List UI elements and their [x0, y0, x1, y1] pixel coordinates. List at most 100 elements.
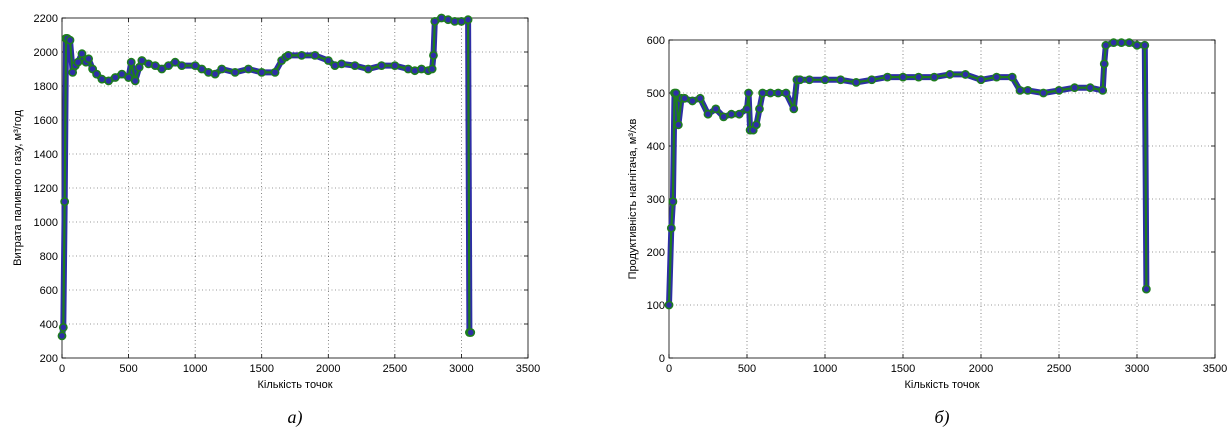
chart-a-data-point	[164, 61, 173, 70]
chart-b-series	[664, 38, 1151, 310]
chart-a-data-point	[58, 322, 68, 332]
chart-b-ticks: 0 500 1000 1500 2000 2500 3000 3500 0 100 200 300 40…	[647, 35, 1228, 375]
chart-a-data-point	[117, 69, 127, 79]
chart-a-data-point	[126, 57, 136, 67]
chart-b-data-point	[883, 72, 892, 82]
chart-a-data-point	[137, 56, 147, 65]
chart-b-xlabel: Кількість точок	[904, 379, 979, 391]
chart-a-ytick-label: 2200	[34, 13, 58, 25]
chart-a-xtick-label: 3000	[449, 363, 473, 375]
chart-b-data-point	[805, 75, 814, 85]
chart-a-caption: а)	[288, 407, 303, 428]
chart-a-xtick-label: 3500	[516, 363, 540, 375]
chart-b-data-point	[867, 75, 877, 85]
chart-b-data-point	[992, 72, 1001, 82]
chart-b-data-point	[1117, 38, 1126, 48]
chart-a-xtick-label: 1000	[183, 363, 207, 375]
chart-a-ytick-label: 200	[40, 353, 58, 365]
chart-b-xtick-label: 500	[738, 363, 756, 375]
chart-b-data-point	[1054, 85, 1064, 95]
chart-a-data-point	[130, 76, 140, 86]
chart-b-xtick-label: 0	[666, 363, 672, 375]
chart-a-data-point	[390, 61, 400, 70]
chart-b-data-point	[688, 96, 697, 106]
chart-b-data-point	[1141, 284, 1151, 294]
chart-a-data-point	[297, 51, 307, 60]
chart-a-data-point	[310, 51, 320, 60]
chart-b-data-point	[1098, 85, 1108, 95]
chart-b-data-point	[1109, 38, 1118, 48]
chart-b-data-point	[758, 88, 767, 98]
chart-a-data-point	[337, 59, 346, 69]
chart-b-data-point	[664, 300, 674, 310]
chart-a-data-point	[427, 64, 437, 74]
chart-a-ytick-label: 800	[40, 251, 58, 263]
chart-b: 0 500 1000 1500 2000 2500 3000 3500 0 100 200 300 40…	[627, 35, 1227, 428]
chart-b-caption: б)	[934, 407, 949, 428]
chart-b-ytick-label: 0	[659, 353, 665, 365]
chart-a-data-point	[157, 64, 167, 74]
chart-b-data-point	[961, 70, 970, 79]
chart-b-data-point	[929, 72, 939, 82]
chart-b-data-point	[914, 72, 923, 82]
chart-b-ytick-label: 200	[647, 247, 665, 259]
chart-b-data-point	[668, 197, 678, 207]
chart-b-ylabel: Продуктивність нагнітача, м³/хв	[627, 118, 639, 279]
chart-b-ytick-label: 400	[647, 141, 665, 153]
chart-a-data-point	[104, 76, 113, 86]
chart-a-data-point	[60, 197, 70, 206]
chart-a-data-point	[323, 56, 333, 65]
chart-b-data-point	[671, 88, 681, 98]
chart-b-data-point	[781, 88, 791, 98]
chart-a-data-point	[110, 73, 120, 82]
chart-a-data-point	[466, 328, 476, 337]
chart-b-ytick-label: 500	[647, 88, 665, 100]
chart-b-data-point	[1099, 59, 1109, 69]
chart-a-ytick-label: 1800	[34, 81, 58, 93]
chart-a-data-point	[170, 57, 180, 67]
chart-a-ytick-label: 1200	[34, 183, 58, 195]
chart-a-data-point	[92, 69, 102, 79]
chart-b-data-point	[789, 104, 799, 114]
chart-a-data-point	[429, 51, 438, 60]
chart-a-data-point	[177, 61, 187, 70]
chart-b-data-point	[766, 88, 775, 98]
chart-b-data-point	[836, 75, 845, 85]
chart-b-data-point	[695, 93, 705, 103]
chart-a-xlabel: Кількість точок	[257, 379, 332, 391]
chart-b-ytick-label: 100	[647, 300, 665, 312]
chart-b-data-point	[1039, 88, 1048, 98]
chart-b-ytick-label: 300	[647, 194, 665, 206]
chart-a-xtick-label: 500	[119, 363, 137, 375]
chart-a-data-point	[73, 57, 83, 67]
chart-b-data-point	[711, 104, 721, 114]
chart-b-data-point	[945, 70, 955, 79]
chart-b-ytick-label: 600	[647, 35, 665, 47]
chart-b-data-point	[1124, 38, 1134, 48]
chart-a-data-point	[270, 68, 280, 77]
chart-a-data-point	[430, 16, 440, 26]
chart-a-data-point	[463, 15, 473, 25]
chart-a-ytick-label: 1600	[34, 115, 58, 127]
chart-b-data-point	[1007, 72, 1017, 82]
chart-b-data-point	[851, 78, 861, 87]
chart-a-data-point	[377, 61, 386, 70]
chart-b-data-point	[742, 104, 752, 114]
chart-b-data-point	[898, 72, 908, 82]
chart-a-xtick-label: 1500	[249, 363, 273, 375]
chart-b-data-point	[755, 104, 764, 114]
chart-a-series	[57, 13, 476, 341]
chart-a-ytick-label: 1400	[34, 149, 58, 161]
chart-b-data-point	[673, 120, 683, 130]
chart-b-xtick-label: 2500	[1047, 363, 1071, 375]
chart-a-xtick-label: 2500	[383, 363, 407, 375]
chart-b-data-point	[1085, 83, 1095, 93]
chart-b-data-point	[1070, 83, 1079, 93]
chart-b-data-point	[1140, 40, 1150, 50]
chart-b-data-point	[1015, 85, 1025, 95]
chart-b-data-point	[795, 75, 805, 85]
chart-a-data-point	[283, 51, 293, 60]
chart-b-xtick-label: 3500	[1203, 363, 1227, 375]
chart-b-data-point	[773, 88, 783, 98]
